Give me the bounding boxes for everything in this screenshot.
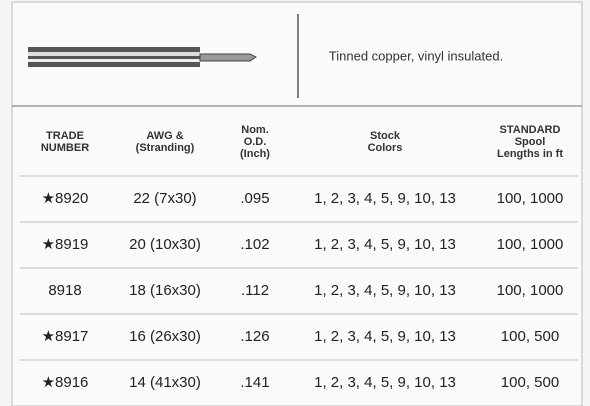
cell: 14 (41x30) xyxy=(129,374,201,391)
cell: 16 (26x30) xyxy=(129,328,201,345)
cell: .126 xyxy=(240,328,269,345)
cell: 1, 2, 3, 4, 5, 9, 10, 13 xyxy=(314,282,456,299)
cell: 1, 2, 3, 4, 5, 9, 10, 13 xyxy=(314,190,456,207)
cell: 1, 2, 3, 4, 5, 9, 10, 13 xyxy=(314,236,456,253)
cell: 1, 2, 3, 4, 5, 9, 10, 13 xyxy=(314,374,456,391)
cell: 100, 1000 xyxy=(497,236,564,253)
header-cell: NUMBER xyxy=(41,142,89,154)
frame xyxy=(11,1,583,406)
cell: .112 xyxy=(241,282,269,299)
cell: ★8917 xyxy=(42,328,89,345)
cell: 100, 1000 xyxy=(497,190,564,207)
header-cell: Spool xyxy=(515,136,546,148)
cell: 22 (7x30) xyxy=(133,190,196,207)
header-cell: TRADE xyxy=(46,130,84,142)
cell: ★8919 xyxy=(42,236,89,253)
cell: 100, 500 xyxy=(501,328,559,345)
header-cell: Stock xyxy=(370,130,401,142)
cell: .141 xyxy=(240,374,269,391)
header-cell: Nom. xyxy=(241,124,269,136)
cell: ★8920 xyxy=(42,190,89,207)
cell: 100, 500 xyxy=(501,374,559,391)
cell: 20 (10x30) xyxy=(129,236,201,253)
cell: 100, 1000 xyxy=(497,282,564,299)
header-cell: O.D. xyxy=(244,136,267,148)
header-cell: AWG & xyxy=(146,130,183,142)
description: Tinned copper, vinyl insulated. xyxy=(329,48,503,63)
cell: 18 (16x30) xyxy=(129,282,201,299)
cell: 8918 xyxy=(48,282,81,299)
cell: 1, 2, 3, 4, 5, 9, 10, 13 xyxy=(314,328,456,345)
header-cell: STANDARD xyxy=(500,124,561,136)
cell: .102 xyxy=(240,236,269,253)
header-cell: (Inch) xyxy=(240,148,270,160)
header-cell: Lengths in ft xyxy=(497,148,563,160)
header-cell: Colors xyxy=(368,142,403,154)
header-cell: (Stranding) xyxy=(136,142,195,154)
wire-illustration xyxy=(28,47,257,67)
cell: ★8916 xyxy=(42,374,89,391)
cell: .095 xyxy=(240,190,269,207)
